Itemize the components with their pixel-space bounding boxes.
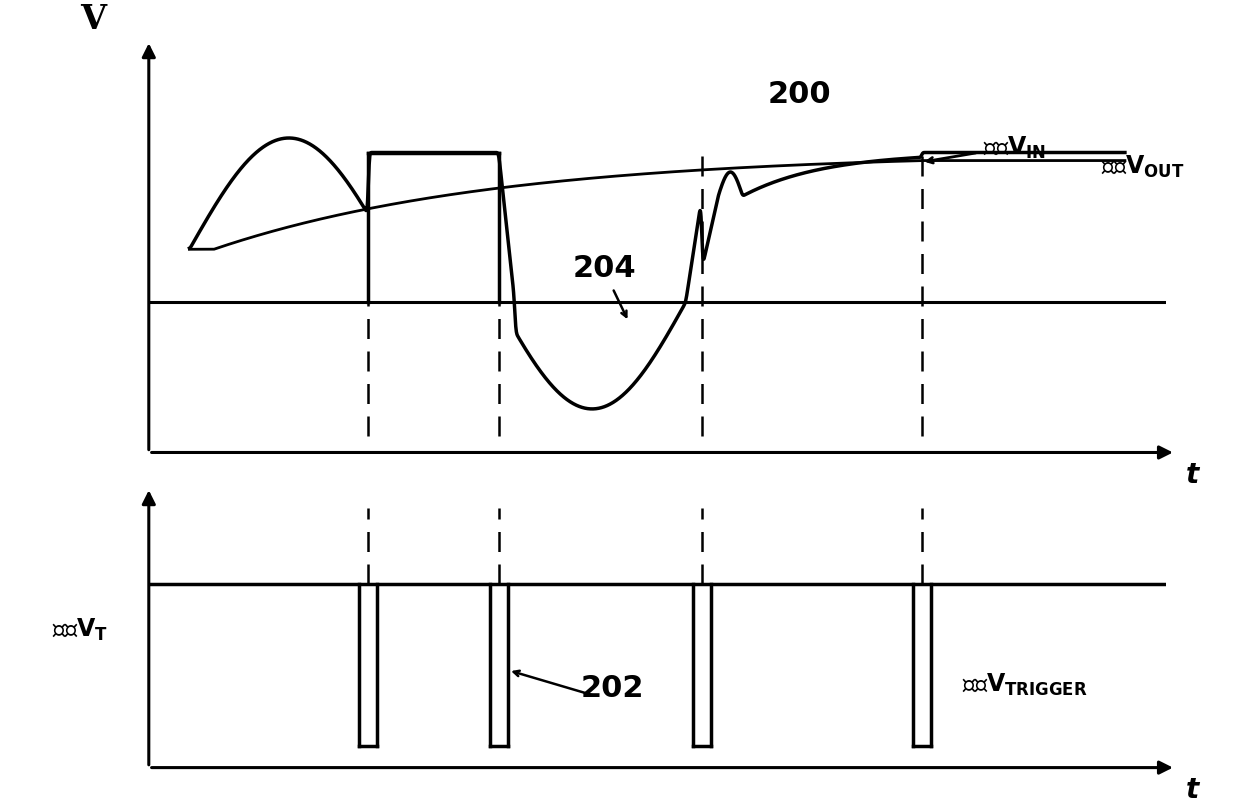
Text: t: t: [1185, 461, 1199, 489]
Text: 阈值$\mathregular{V_T}$: 阈值$\mathregular{V_T}$: [52, 617, 108, 643]
Text: t: t: [1185, 776, 1199, 804]
Text: 204: 204: [573, 255, 636, 283]
Text: 202: 202: [580, 674, 645, 703]
Text: 输出$\mathregular{V_{OUT}}$: 输出$\mathregular{V_{OUT}}$: [1101, 154, 1184, 180]
Text: V: V: [79, 3, 105, 36]
Text: 200: 200: [768, 80, 831, 109]
Text: 触发$\mathregular{V_{TRIGGER}}$: 触发$\mathregular{V_{TRIGGER}}$: [962, 672, 1087, 698]
Text: 输入$\mathregular{V_{IN}}$: 输入$\mathregular{V_{IN}}$: [982, 135, 1045, 161]
